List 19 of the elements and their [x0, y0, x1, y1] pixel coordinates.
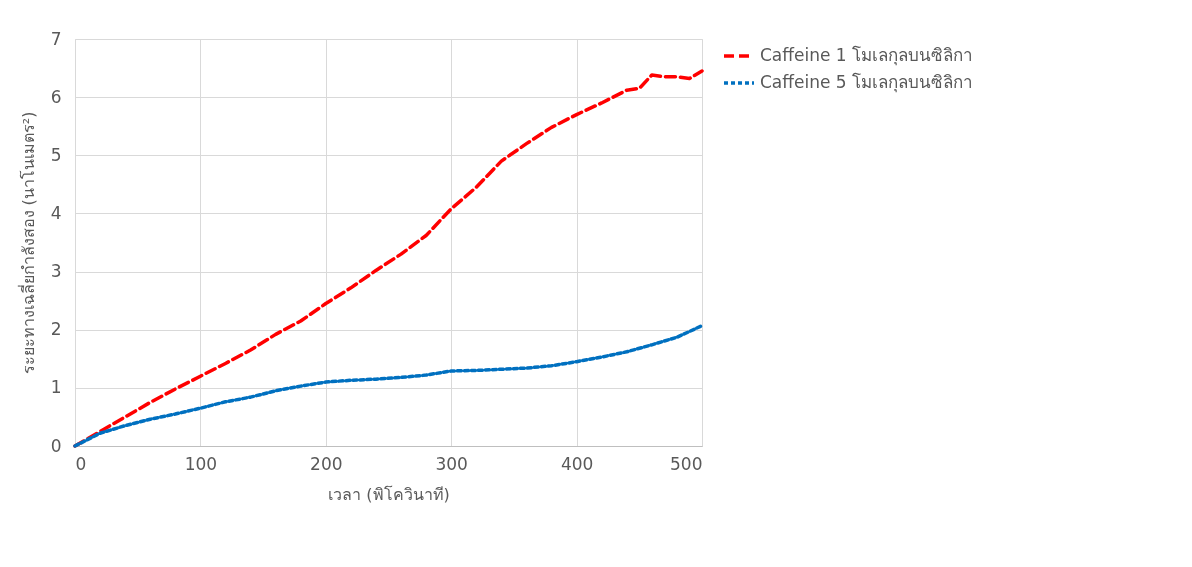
y-tick-label: 7 [50, 28, 62, 49]
y-tick-label: 5 [50, 144, 62, 165]
y-tick-label: 2 [50, 319, 62, 340]
y-tick-label: 1 [50, 377, 62, 398]
legend-label: Caffeine 1 โมเลกุลบนซิลิกา [760, 45, 974, 66]
y-axis-title: ระยะทางเฉลี่ยกำลังสอง (นาโนเมตร²) [16, 111, 38, 375]
x-tick-label: 300 [435, 453, 468, 474]
line-series [73, 323, 704, 448]
y-tick-label: 3 [50, 261, 62, 282]
y-tick-label: 6 [50, 86, 62, 107]
x-tick-label: 200 [310, 453, 343, 474]
x-tick-label: 0 [75, 453, 87, 474]
x-tick-label: 400 [560, 453, 594, 474]
x-tick-label: 500 [670, 453, 703, 474]
x-tick-label: 100 [184, 453, 218, 474]
x-axis-title: เวลา (พิโควินาที) [328, 484, 450, 504]
y-tick-label: 4 [50, 202, 62, 223]
legend-label: Caffeine 5 โมเลกุลบนซิลิกา [760, 72, 974, 93]
y-tick-label: 0 [50, 435, 62, 456]
